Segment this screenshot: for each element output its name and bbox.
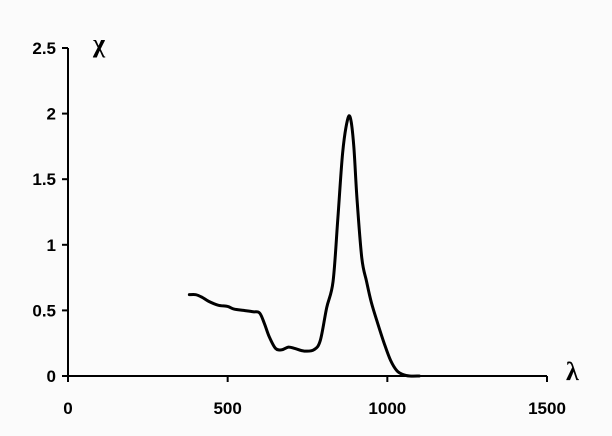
tick-labels: 0 0.5 1 1.5 2 2.5 0 500 1000 1500 bbox=[32, 39, 566, 418]
y-tick-label: 0 bbox=[47, 367, 56, 386]
x-axis-title: λ bbox=[566, 357, 579, 386]
y-axis-title: χ bbox=[92, 29, 106, 58]
x-tick-label: 1000 bbox=[368, 399, 406, 418]
x-tick-label: 1500 bbox=[528, 399, 566, 418]
y-tick-label: 0.5 bbox=[32, 301, 56, 320]
axes bbox=[67, 48, 547, 377]
x-tick-label: 500 bbox=[213, 399, 241, 418]
ticks bbox=[62, 47, 548, 382]
y-tick-label: 2 bbox=[47, 105, 56, 124]
y-tick-label: 1 bbox=[47, 236, 56, 255]
series-line-0 bbox=[187, 114, 421, 378]
series bbox=[187, 114, 421, 378]
x-tick-label: 0 bbox=[63, 399, 72, 418]
y-tick-label: 1.5 bbox=[32, 170, 56, 189]
y-tick-label: 2.5 bbox=[32, 39, 56, 58]
